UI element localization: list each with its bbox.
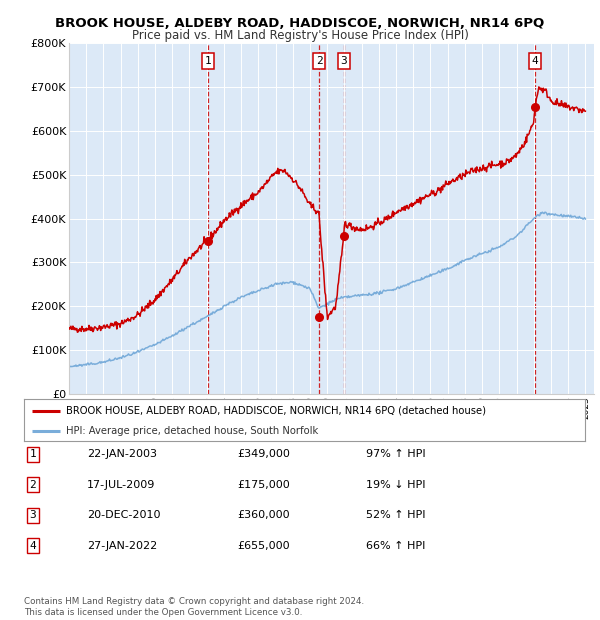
Text: 27-JAN-2022: 27-JAN-2022 <box>87 541 157 551</box>
Text: 4: 4 <box>29 541 37 551</box>
Text: £349,000: £349,000 <box>237 450 290 459</box>
Text: BROOK HOUSE, ALDEBY ROAD, HADDISCOE, NORWICH, NR14 6PQ: BROOK HOUSE, ALDEBY ROAD, HADDISCOE, NOR… <box>55 17 545 30</box>
Text: 3: 3 <box>29 510 37 520</box>
Text: BROOK HOUSE, ALDEBY ROAD, HADDISCOE, NORWICH, NR14 6PQ (detached house): BROOK HOUSE, ALDEBY ROAD, HADDISCOE, NOR… <box>66 405 486 415</box>
Text: 97% ↑ HPI: 97% ↑ HPI <box>366 450 425 459</box>
Text: 52% ↑ HPI: 52% ↑ HPI <box>366 510 425 520</box>
Text: 4: 4 <box>532 56 538 66</box>
Text: 1: 1 <box>29 450 37 459</box>
Text: 19% ↓ HPI: 19% ↓ HPI <box>366 480 425 490</box>
Text: 2: 2 <box>316 56 323 66</box>
Text: £175,000: £175,000 <box>237 480 290 490</box>
Text: 1: 1 <box>205 56 211 66</box>
Text: 2: 2 <box>29 480 37 490</box>
Text: 17-JUL-2009: 17-JUL-2009 <box>87 480 155 490</box>
Text: 66% ↑ HPI: 66% ↑ HPI <box>366 541 425 551</box>
Text: £360,000: £360,000 <box>237 510 290 520</box>
Text: 3: 3 <box>341 56 347 66</box>
Text: 20-DEC-2010: 20-DEC-2010 <box>87 510 161 520</box>
Text: 22-JAN-2003: 22-JAN-2003 <box>87 450 157 459</box>
Text: Contains HM Land Registry data © Crown copyright and database right 2024.
This d: Contains HM Land Registry data © Crown c… <box>24 598 364 617</box>
Text: £655,000: £655,000 <box>237 541 290 551</box>
Text: Price paid vs. HM Land Registry's House Price Index (HPI): Price paid vs. HM Land Registry's House … <box>131 29 469 42</box>
Text: HPI: Average price, detached house, South Norfolk: HPI: Average price, detached house, Sout… <box>66 426 319 436</box>
